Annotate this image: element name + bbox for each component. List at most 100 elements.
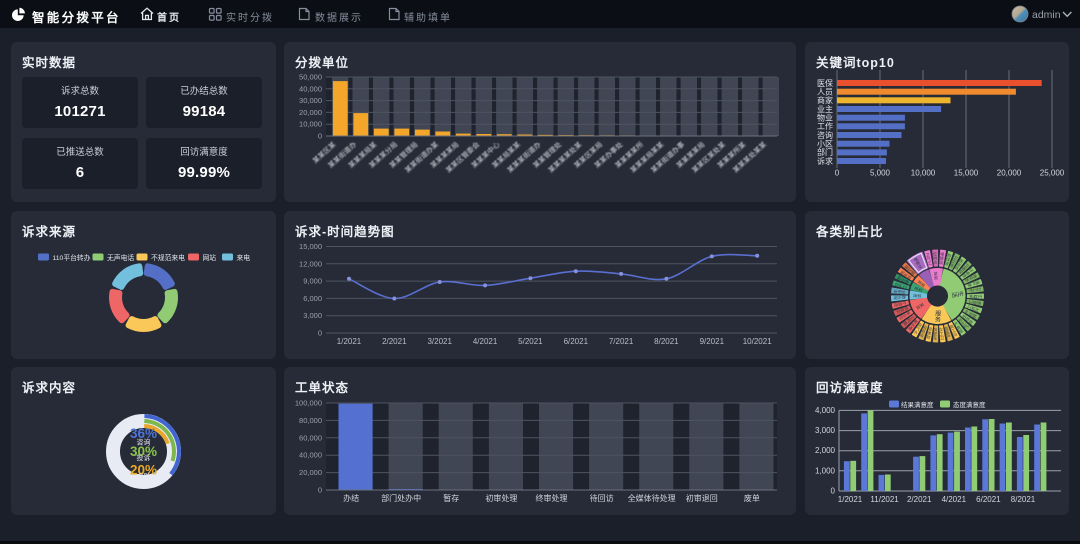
svg-text:36%: 36% [130, 426, 157, 441]
svg-text:40,000: 40,000 [299, 451, 322, 460]
svg-text:咨询: 咨询 [817, 130, 833, 140]
svg-text:11/2021: 11/2021 [870, 495, 899, 504]
svg-text:小区: 小区 [817, 140, 833, 149]
svg-text:15,000: 15,000 [954, 169, 979, 178]
svg-text:3,000: 3,000 [815, 426, 836, 435]
svg-text:教业保: 教业保 [892, 294, 908, 301]
svg-text:物业: 物业 [817, 113, 833, 123]
svg-text:1/2021: 1/2021 [838, 495, 863, 504]
svg-text:10/2021: 10/2021 [743, 337, 772, 346]
svg-text:3/2021: 3/2021 [427, 337, 452, 346]
svg-text:某类: 某类 [916, 279, 928, 290]
svg-text:车违环: 车违环 [892, 288, 908, 296]
svg-text:某类: 某类 [914, 301, 926, 311]
svg-text:部门处办中: 部门处办中 [381, 493, 421, 503]
svg-text:50,000: 50,000 [299, 73, 322, 82]
svg-text:7/2021: 7/2021 [609, 337, 634, 346]
svg-text:房建物: 房建物 [925, 325, 934, 341]
svg-text:交产工: 交产工 [893, 281, 908, 290]
svg-text:10,000: 10,000 [299, 120, 322, 129]
svg-text:1,000: 1,000 [815, 466, 836, 475]
svg-text:20,000: 20,000 [997, 169, 1022, 178]
svg-text:60,000: 60,000 [299, 433, 322, 442]
svg-text:8/2021: 8/2021 [654, 337, 679, 346]
svg-text:6/2021: 6/2021 [564, 337, 589, 346]
svg-text:9/2021: 9/2021 [700, 337, 725, 346]
svg-text:9,000: 9,000 [303, 277, 322, 286]
svg-text:商工治: 商工治 [948, 322, 959, 338]
svg-text:无声电话: 无声电话 [107, 253, 134, 262]
svg-text:12,000: 12,000 [299, 259, 322, 268]
svg-text:部门: 部门 [817, 147, 833, 157]
svg-text:医保: 医保 [817, 78, 833, 88]
svg-text:2,000: 2,000 [815, 446, 836, 455]
svg-text:卫交房: 卫交房 [948, 255, 959, 270]
svg-text:30,000: 30,000 [299, 96, 322, 105]
svg-text:80,000: 80,000 [299, 416, 322, 425]
svg-text:诉求: 诉求 [817, 156, 833, 166]
svg-text:全媒体待处理: 全媒体待处理 [628, 493, 676, 503]
svg-text:6/2021: 6/2021 [976, 495, 1001, 504]
svg-text:商家: 商家 [817, 95, 833, 105]
svg-text:结果满意度: 结果满意度 [901, 400, 934, 409]
svg-text:卫气工: 卫气工 [924, 252, 933, 266]
svg-text:2/2021: 2/2021 [907, 495, 932, 504]
svg-text:疗道违: 疗道违 [892, 299, 908, 308]
svg-text:20%: 20% [130, 462, 157, 477]
svg-text:交工卫: 交工卫 [939, 326, 946, 341]
svg-text:供税交: 供税交 [894, 304, 910, 315]
svg-text:20,000: 20,000 [299, 108, 322, 117]
svg-text:某类: 某类 [933, 271, 939, 281]
svg-text:圾商圾: 圾商圾 [918, 323, 929, 339]
svg-text:不规范来电: 不规范来电 [151, 253, 185, 262]
svg-text:投诉: 投诉 [137, 453, 151, 462]
svg-text:4,000: 4,000 [815, 406, 836, 415]
svg-text:初审退回: 初审退回 [686, 493, 718, 503]
svg-text:0: 0 [318, 132, 322, 141]
svg-text:某类: 某类 [913, 293, 923, 299]
svg-text:2/2021: 2/2021 [382, 337, 407, 346]
svg-text:0: 0 [318, 486, 322, 495]
svg-text:0: 0 [831, 487, 836, 496]
svg-text:卫工疗: 卫工疗 [967, 287, 982, 294]
svg-text:25,000: 25,000 [1040, 169, 1065, 178]
svg-text:来电: 来电 [237, 253, 251, 262]
svg-text:5/2021: 5/2021 [518, 337, 543, 346]
svg-text:废单: 废单 [744, 493, 760, 503]
svg-text:垃供占: 垃供占 [932, 250, 939, 266]
svg-text:音医产: 音医产 [944, 325, 953, 341]
svg-text:100,000: 100,000 [295, 399, 322, 408]
svg-text:4/2021: 4/2021 [942, 495, 967, 504]
svg-text:产社供: 产社供 [963, 308, 979, 320]
svg-text:违交水: 违交水 [964, 272, 979, 283]
svg-text:办结: 办结 [343, 493, 359, 503]
svg-text:暂存: 暂存 [443, 493, 459, 503]
svg-text:终审处理: 终审处理 [536, 493, 568, 503]
svg-text:工作: 工作 [817, 121, 833, 131]
svg-text:通产建: 通产建 [965, 279, 981, 289]
svg-text:初审处理: 初审处理 [485, 493, 517, 503]
svg-text:卫供环: 卫供环 [966, 304, 981, 313]
svg-text:1/2021: 1/2021 [337, 337, 362, 346]
svg-text:网站: 网站 [203, 253, 217, 262]
svg-text:生活: 生活 [950, 289, 965, 298]
svg-text:10,000: 10,000 [911, 169, 936, 178]
svg-text:0: 0 [318, 329, 322, 338]
svg-text:0: 0 [835, 169, 840, 178]
svg-text:8/2021: 8/2021 [1011, 495, 1036, 504]
svg-text:人员: 人员 [817, 88, 833, 97]
svg-text:态度满意度: 态度满意度 [953, 400, 986, 409]
svg-text:40,000: 40,000 [299, 84, 322, 93]
svg-text:待回访: 待回访 [590, 493, 614, 503]
svg-text:供商卫: 供商卫 [968, 294, 982, 299]
svg-text:务安车: 务安车 [932, 326, 938, 342]
svg-text:某类: 某类 [913, 285, 925, 294]
svg-text:30%: 30% [130, 444, 157, 459]
svg-text:物保道: 物保道 [943, 251, 953, 267]
svg-text:工商道: 工商道 [968, 299, 983, 307]
svg-text:5,000: 5,000 [870, 169, 891, 178]
svg-text:6,000: 6,000 [303, 294, 322, 303]
svg-text:咨询: 咨询 [137, 437, 151, 446]
svg-text:3,000: 3,000 [303, 311, 322, 320]
svg-text:15,000: 15,000 [299, 242, 322, 251]
